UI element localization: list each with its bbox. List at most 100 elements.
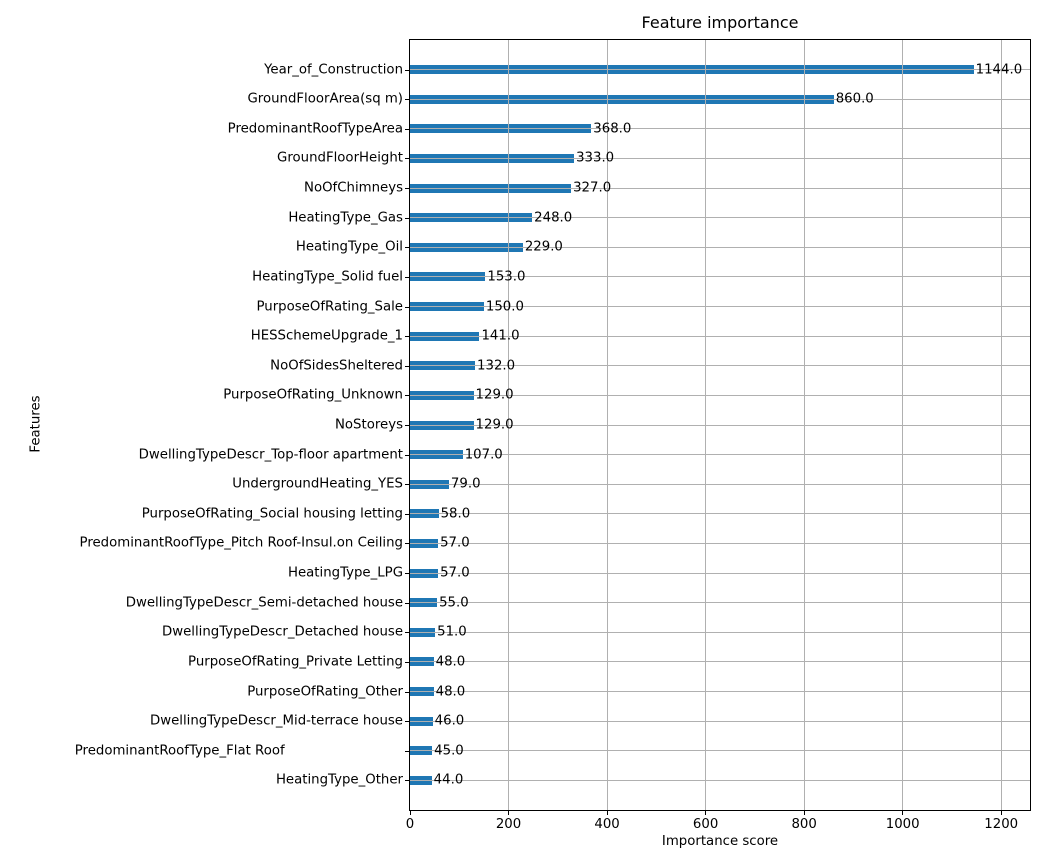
x-tick-mark	[508, 811, 510, 815]
y-tick-mark	[405, 158, 409, 160]
y-tick-mark	[405, 276, 409, 278]
bar-value-label: 153.0	[487, 269, 526, 285]
y-tick-mark	[405, 543, 409, 545]
y-tick-mark	[405, 454, 409, 456]
bar-value-label: 368.0	[593, 121, 632, 137]
gridline-horizontal	[410, 335, 1030, 337]
y-tick-label: PredominantRoofType_Pitch Roof-Insul.on …	[79, 535, 403, 551]
x-tick-mark	[1000, 811, 1002, 815]
y-tick-label: HeatingType_Gas	[288, 210, 403, 226]
y-tick-label: PurposeOfRating_Unknown	[223, 387, 403, 403]
y-tick-mark	[405, 217, 409, 219]
y-tick-label: Year_of_Construction	[264, 61, 403, 77]
x-tick-label: 800	[791, 817, 817, 832]
y-tick-mark	[405, 632, 409, 634]
y-tick-label: HeatingType_Solid fuel	[252, 269, 403, 285]
gridline-horizontal	[410, 424, 1030, 426]
gridline-horizontal	[410, 542, 1030, 544]
y-tick-label: PurposeOfRating_Social housing letting	[141, 506, 403, 522]
x-tick-label: 200	[495, 817, 522, 832]
gridline-horizontal	[410, 365, 1030, 367]
plot-area: 1144.0 860.0 368.0 333.0 327.0 248.0 229.0 153.…	[409, 39, 1031, 811]
x-tick-mark	[705, 811, 707, 815]
bar-value-label: 1144.0	[975, 61, 1023, 77]
gridline-horizontal	[410, 483, 1030, 485]
y-tick-mark	[405, 513, 409, 515]
bar-value-label: 55.0	[439, 595, 469, 611]
x-tick-label: 0	[405, 817, 415, 832]
y-tick-mark	[405, 306, 409, 308]
x-tick-mark	[606, 811, 608, 815]
y-tick-label: GroundFloorHeight	[277, 150, 403, 166]
x-tick-mark	[409, 811, 411, 815]
y-tick-mark	[405, 247, 409, 249]
bar-value-label: 129.0	[475, 417, 514, 433]
bar-value-label: 333.0	[576, 150, 615, 166]
gridline-horizontal	[410, 720, 1030, 722]
y-tick-label: DwellingTypeDescr_Top-floor apartment	[138, 446, 403, 462]
y-tick-label: HeatingType_Oil	[295, 239, 403, 255]
y-tick-label: PurposeOfRating_Sale	[256, 298, 404, 314]
x-tick-label: 1200	[984, 817, 1019, 832]
y-tick-mark	[405, 425, 409, 426]
gridline-horizontal	[410, 217, 1030, 219]
gridline-horizontal	[410, 602, 1030, 604]
y-tick-label: DwellingTypeDescr_Mid-terrace house	[149, 713, 403, 729]
y-tick-label: PredominantRoofType_Flat Roof	[74, 743, 403, 759]
y-tick-label: PurposeOfRating_Private Letting	[188, 654, 403, 670]
bar-value-label: 132.0	[477, 358, 516, 374]
bar-value-label: 48.0	[435, 654, 466, 670]
bar-value-label: 107.0	[464, 446, 503, 462]
y-tick-label: UndergroundHeating_YES	[232, 476, 403, 492]
y-tick-mark	[405, 395, 409, 397]
gridline-horizontal	[410, 98, 1030, 100]
y-tick-label: HeatingType_LPG	[287, 565, 403, 581]
bar-value-label: 860.0	[835, 91, 874, 107]
bar-value-label: 48.0	[435, 683, 466, 699]
y-tick-label: PurposeOfRating_Other	[247, 683, 403, 699]
y-tick-mark	[405, 661, 409, 663]
y-tick-label: DwellingTypeDescr_Detached house	[161, 624, 403, 640]
bar-value-label: 44.0	[433, 772, 464, 788]
x-tick-mark	[902, 811, 904, 815]
bar-value-label: 57.0	[440, 535, 470, 551]
gridline-horizontal	[410, 513, 1030, 515]
bar-value-label: 51.0	[437, 624, 467, 640]
y-tick-label: NoOfSidesSheltered	[270, 358, 403, 374]
gridline-horizontal	[410, 750, 1030, 752]
y-tick-mark	[405, 750, 409, 752]
y-tick-mark	[405, 188, 409, 190]
bar-value-label: 129.0	[475, 387, 514, 403]
y-tick-mark	[405, 336, 409, 338]
bar-value-label: 150.0	[485, 298, 524, 314]
x-axis-label: Importance score	[661, 834, 779, 849]
y-tick-label: GroundFloorArea(sq m)	[247, 91, 403, 107]
x-tick-mark	[803, 811, 805, 815]
y-tick-mark	[405, 69, 409, 71]
gridline-horizontal	[410, 691, 1030, 693]
gridline-horizontal	[410, 572, 1030, 574]
gridline-horizontal	[410, 187, 1030, 189]
y-tick-mark	[405, 691, 409, 693]
gridline-horizontal	[410, 306, 1030, 308]
y-tick-label: NoStoreys	[334, 417, 403, 433]
bar-value-label: 57.0	[440, 565, 470, 581]
gridline-horizontal	[410, 661, 1030, 663]
y-tick-label: HESSchemeUpgrade_1	[250, 328, 403, 344]
x-tick-label: 400	[594, 817, 620, 832]
y-tick-mark	[405, 128, 409, 130]
gridline-horizontal	[410, 454, 1030, 456]
x-tick-label: 1000	[885, 817, 920, 832]
gridline-horizontal	[410, 69, 1030, 71]
bar-value-label: 45.0	[434, 743, 464, 759]
gridline-horizontal	[410, 779, 1030, 781]
chart-title: Feature importance	[641, 13, 799, 32]
bar-value-label: 79.0	[450, 476, 481, 492]
y-tick-mark	[405, 484, 409, 486]
gridline-horizontal	[410, 246, 1030, 248]
x-tick-label: 600	[692, 817, 719, 832]
bar-value-label: 46.0	[434, 713, 465, 729]
y-tick-mark	[405, 721, 409, 723]
y-tick-label: DwellingTypeDescr_Semi-detached house	[125, 595, 403, 611]
